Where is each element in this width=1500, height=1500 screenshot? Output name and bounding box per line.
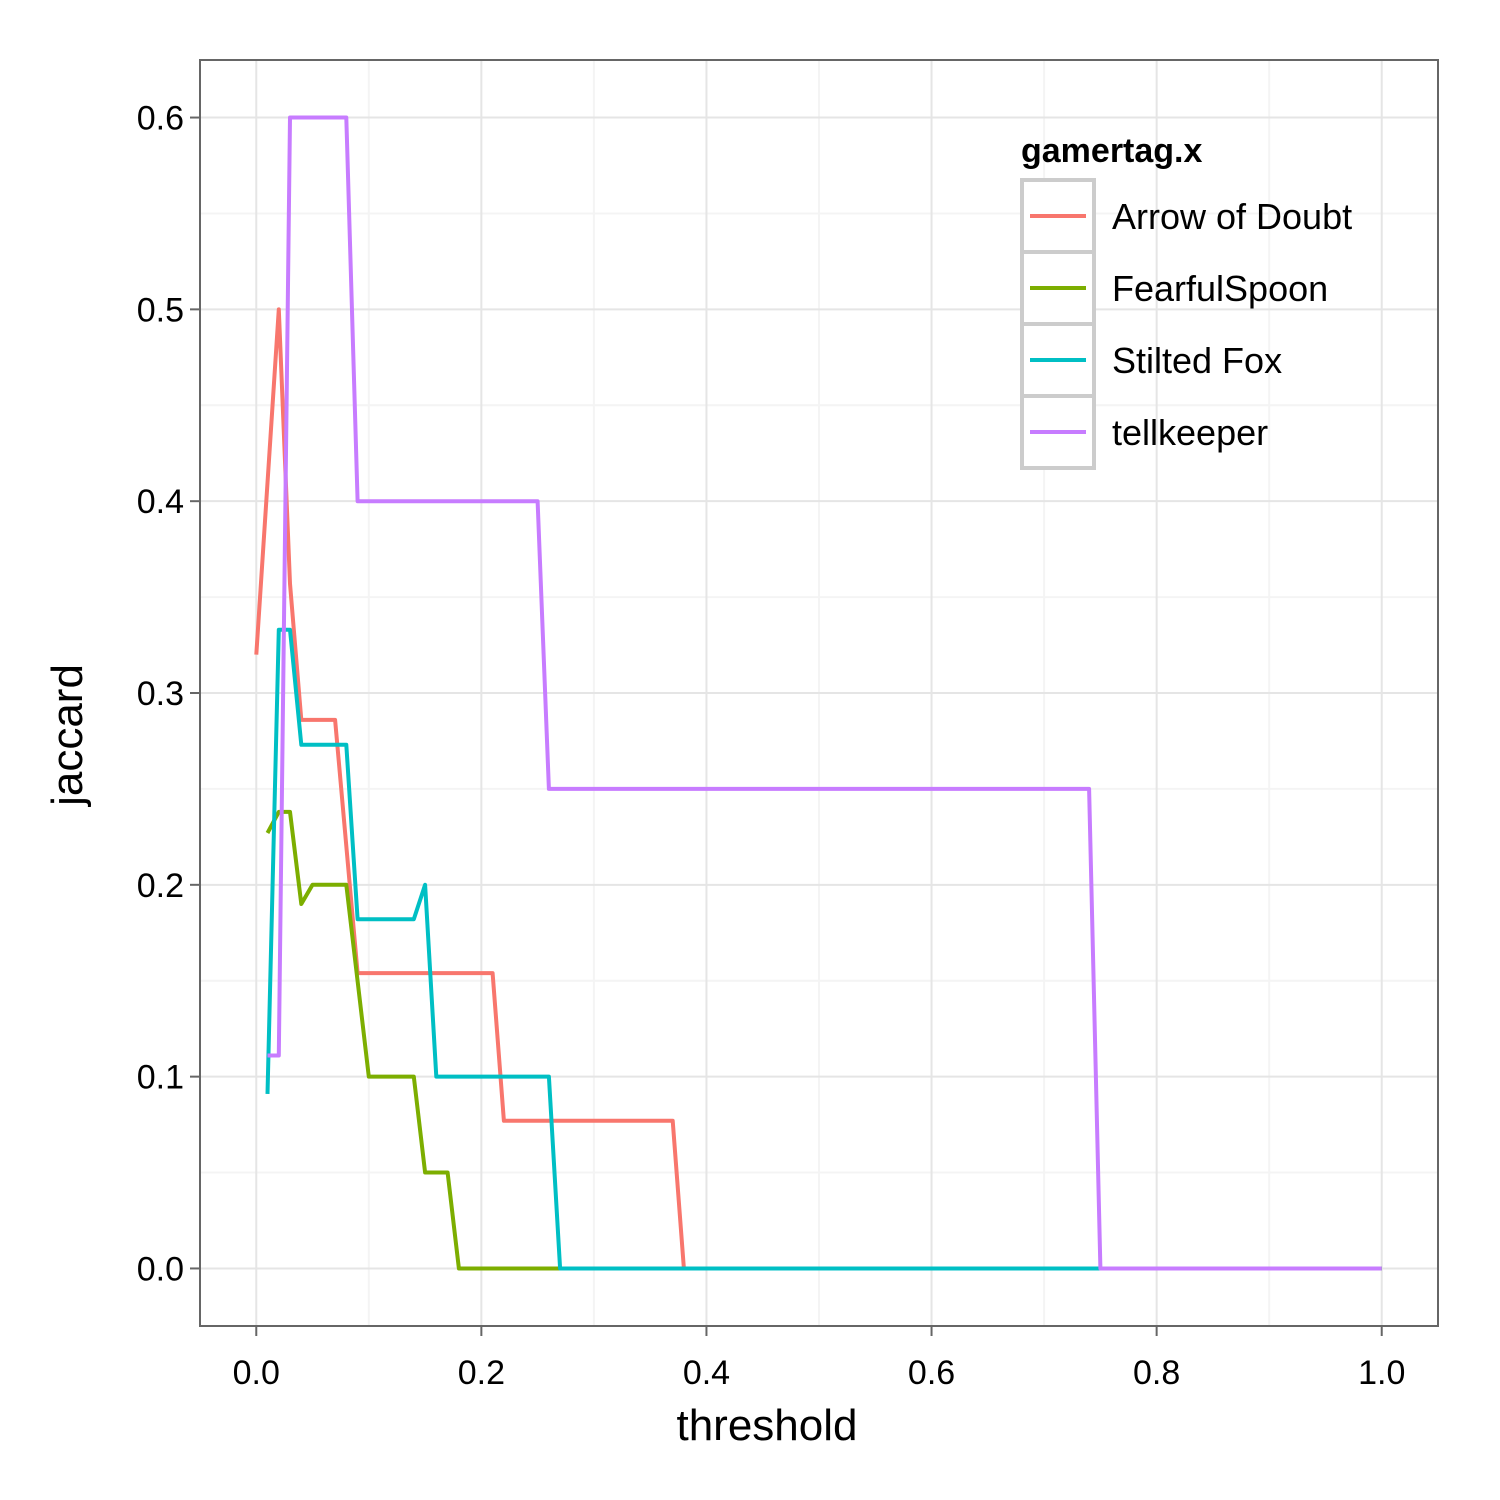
legend-item-fearfulspoon: FearfulSpoon: [1020, 250, 1328, 326]
x-tick-label: 0.6: [908, 1354, 955, 1392]
legend-label: tellkeeper: [1112, 412, 1268, 453]
series-line-fearfulspoon: [265, 809, 1382, 1271]
y-tick-label: 0.2: [137, 867, 184, 905]
y-tick-label: 0.3: [137, 675, 184, 713]
legend-label: FearfulSpoon: [1112, 268, 1328, 309]
y-tick-label: 0.0: [137, 1250, 184, 1288]
x-axis-title: threshold: [676, 1401, 857, 1450]
x-tick-label: 0.4: [683, 1354, 730, 1392]
series-line-stilted-fox: [265, 627, 1382, 1271]
axes: 0.0 0.2 0.4 0.6 0.8 1.0 0.0 0.1 0.2 0.3 0.4 0.5 0.6: [137, 100, 1406, 1392]
grid: [200, 60, 1438, 1326]
y-tick-label: 0.4: [137, 483, 184, 521]
y-axis-title: jaccard: [43, 664, 92, 808]
y-tick-label: 0.1: [137, 1059, 184, 1097]
legend-item-arrow-of-doubt: Arrow of Doubt: [1020, 178, 1352, 254]
x-tick-label: 0.8: [1133, 1354, 1180, 1392]
legend-title: gamertag.x: [1021, 132, 1202, 170]
legend-label: Stilted Fox: [1112, 340, 1282, 381]
x-tick-label: 0.2: [458, 1354, 505, 1392]
legend-item-tellkeeper: tellkeeper: [1020, 394, 1268, 470]
x-tick-label: 0.0: [233, 1354, 280, 1392]
y-tick-label: 0.5: [137, 291, 184, 329]
legend-label: Arrow of Doubt: [1112, 196, 1352, 237]
legend-item-stilted-fox: Stilted Fox: [1020, 322, 1282, 398]
y-tick-label: 0.6: [137, 100, 184, 138]
legend: gamertag.x Arrow of Doubt FearfulSpoon Sti…: [1020, 132, 1352, 470]
series-line-tellkeeper: [267, 115, 1382, 1271]
series-lines: [254, 115, 1382, 1271]
x-tick-label: 1.0: [1358, 1354, 1405, 1392]
